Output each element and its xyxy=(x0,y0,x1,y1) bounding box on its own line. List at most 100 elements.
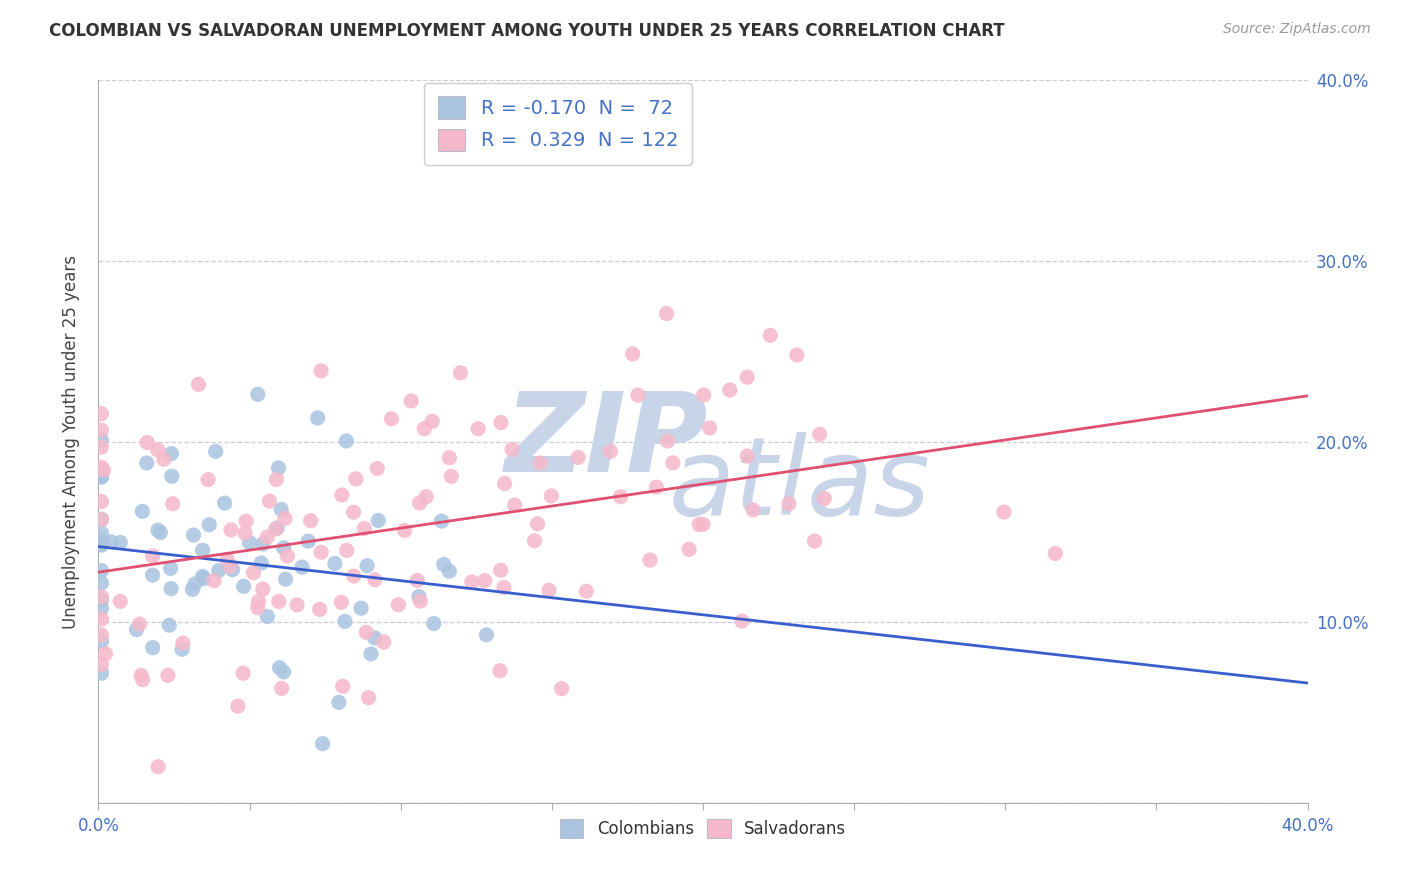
Point xyxy=(274,511,297,525)
Point xyxy=(90,593,112,607)
Text: atlas: atlas xyxy=(669,433,931,537)
Point xyxy=(132,673,155,687)
Point xyxy=(270,681,292,696)
Point xyxy=(731,614,754,628)
Point xyxy=(273,665,295,679)
Point xyxy=(1045,546,1067,560)
Point xyxy=(193,572,215,586)
Point xyxy=(90,525,112,540)
Point xyxy=(256,530,278,544)
Point xyxy=(420,414,443,428)
Point xyxy=(344,472,367,486)
Point xyxy=(537,583,560,598)
Point xyxy=(808,427,831,442)
Point xyxy=(221,563,243,577)
Point xyxy=(90,407,112,421)
Point xyxy=(232,579,254,593)
Point xyxy=(242,566,264,580)
Point xyxy=(197,473,219,487)
Point xyxy=(529,456,551,470)
Point xyxy=(256,609,278,624)
Point xyxy=(266,521,288,535)
Point xyxy=(413,421,436,435)
Point xyxy=(350,601,373,615)
Point xyxy=(191,569,214,583)
Point xyxy=(475,628,498,642)
Point xyxy=(309,364,332,378)
Point xyxy=(387,598,409,612)
Point xyxy=(330,488,353,502)
Point xyxy=(90,538,112,552)
Point xyxy=(742,503,765,517)
Point xyxy=(415,490,437,504)
Point xyxy=(160,446,183,460)
Point xyxy=(440,469,463,483)
Point xyxy=(90,470,112,484)
Point xyxy=(308,602,330,616)
Point xyxy=(142,640,165,655)
Point xyxy=(153,452,176,467)
Point xyxy=(474,574,496,588)
Point xyxy=(323,557,346,571)
Point xyxy=(156,668,179,682)
Point xyxy=(336,543,359,558)
Point xyxy=(100,534,122,549)
Point xyxy=(184,577,207,591)
Point xyxy=(297,534,319,549)
Point xyxy=(274,572,297,586)
Point xyxy=(692,517,714,532)
Point xyxy=(373,635,395,649)
Point xyxy=(332,679,354,693)
Point xyxy=(408,590,430,604)
Point xyxy=(149,525,172,540)
Point xyxy=(276,549,298,563)
Point xyxy=(273,541,295,555)
Point xyxy=(291,560,314,574)
Point xyxy=(146,442,169,457)
Point xyxy=(269,661,291,675)
Point xyxy=(110,594,132,608)
Point xyxy=(217,552,239,566)
Point xyxy=(247,594,270,608)
Point xyxy=(778,497,800,511)
Point xyxy=(172,636,194,650)
Point xyxy=(718,383,741,397)
Point xyxy=(342,505,364,519)
Point xyxy=(399,393,422,408)
Point xyxy=(187,377,209,392)
Point xyxy=(94,647,117,661)
Point xyxy=(170,642,193,657)
Point xyxy=(627,388,650,402)
Point xyxy=(270,502,292,516)
Point xyxy=(599,444,621,458)
Point xyxy=(90,512,112,526)
Point xyxy=(198,517,221,532)
Point xyxy=(449,366,471,380)
Point xyxy=(311,737,333,751)
Point xyxy=(759,328,782,343)
Point xyxy=(406,574,429,588)
Point xyxy=(655,307,678,321)
Point xyxy=(366,461,388,475)
Point xyxy=(135,456,157,470)
Point xyxy=(335,434,357,448)
Point xyxy=(157,618,180,632)
Text: COLOMBIAN VS SALVADORAN UNEMPLOYMENT AMONG YOUTH UNDER 25 YEARS CORRELATION CHAR: COLOMBIAN VS SALVADORAN UNEMPLOYMENT AMO… xyxy=(49,22,1005,40)
Point xyxy=(523,533,546,548)
Point xyxy=(264,522,287,536)
Point xyxy=(423,616,446,631)
Point xyxy=(489,416,512,430)
Point xyxy=(219,523,242,537)
Point xyxy=(246,387,269,401)
Point xyxy=(146,760,169,774)
Point xyxy=(90,537,112,551)
Point xyxy=(90,601,112,615)
Point xyxy=(439,564,461,578)
Point xyxy=(439,450,461,465)
Point xyxy=(90,433,112,447)
Point xyxy=(204,444,226,458)
Point xyxy=(218,559,240,574)
Y-axis label: Unemployment Among Youth under 25 years: Unemployment Among Youth under 25 years xyxy=(62,254,80,629)
Point xyxy=(503,498,526,512)
Point xyxy=(250,556,273,570)
